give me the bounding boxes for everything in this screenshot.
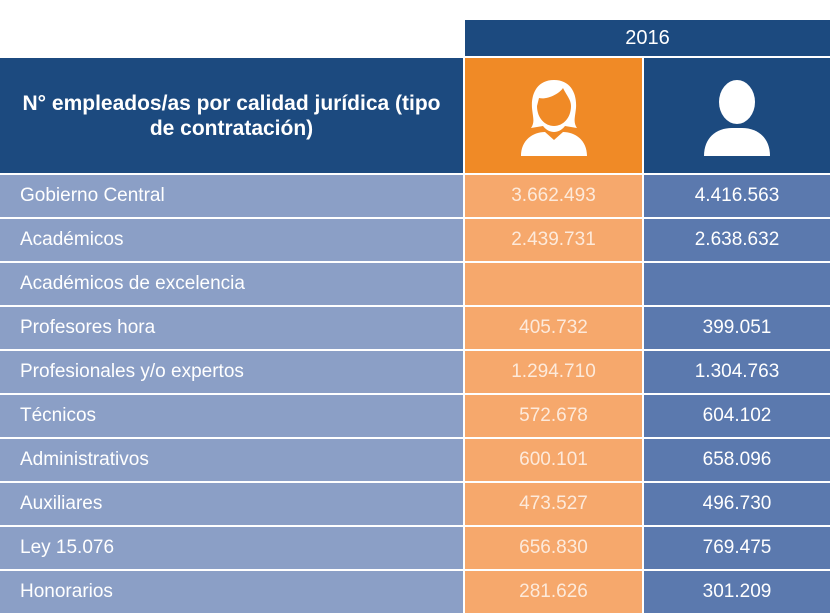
row-label: Académicos de excelencia xyxy=(0,263,463,305)
men-value: 658.096 xyxy=(644,439,830,481)
men-header xyxy=(644,58,830,173)
row-label: Gobierno Central xyxy=(0,175,463,217)
row-label: Profesores hora xyxy=(0,307,463,349)
men-value: 604.102 xyxy=(644,395,830,437)
row-label: Técnicos xyxy=(0,395,463,437)
women-value: 572.678 xyxy=(465,395,642,437)
women-value: 405.732 xyxy=(465,307,642,349)
women-value: 281.626 xyxy=(465,571,642,613)
women-header xyxy=(465,58,642,173)
row-label: Honorarios xyxy=(0,571,463,613)
man-icon xyxy=(704,79,770,156)
row-label: Administrativos xyxy=(0,439,463,481)
women-value: 473.527 xyxy=(465,483,642,525)
row-label: Profesionales y/o expertos xyxy=(0,351,463,393)
women-value: 656.830 xyxy=(465,527,642,569)
row-label: Ley 15.076 xyxy=(0,527,463,569)
women-value: 3.662.493 xyxy=(465,175,642,217)
men-value: 4.416.563 xyxy=(644,175,830,217)
woman-icon xyxy=(520,79,587,156)
men-value: 496.730 xyxy=(644,483,830,525)
row-label: Académicos xyxy=(0,219,463,261)
men-value: 399.051 xyxy=(644,307,830,349)
women-value: 1.294.710 xyxy=(465,351,642,393)
men-value: 1.304.763 xyxy=(644,351,830,393)
row-label: Auxiliares xyxy=(0,483,463,525)
men-value: 769.475 xyxy=(644,527,830,569)
men-value: 2.638.632 xyxy=(644,219,830,261)
men-value: 301.209 xyxy=(644,571,830,613)
women-value xyxy=(465,263,642,305)
men-value xyxy=(644,263,830,305)
women-value: 600.101 xyxy=(465,439,642,481)
women-value: 2.439.731 xyxy=(465,219,642,261)
column-header: N° empleados/as por calidad jurídica (ti… xyxy=(0,58,463,173)
year-header: 2016 xyxy=(465,20,830,56)
